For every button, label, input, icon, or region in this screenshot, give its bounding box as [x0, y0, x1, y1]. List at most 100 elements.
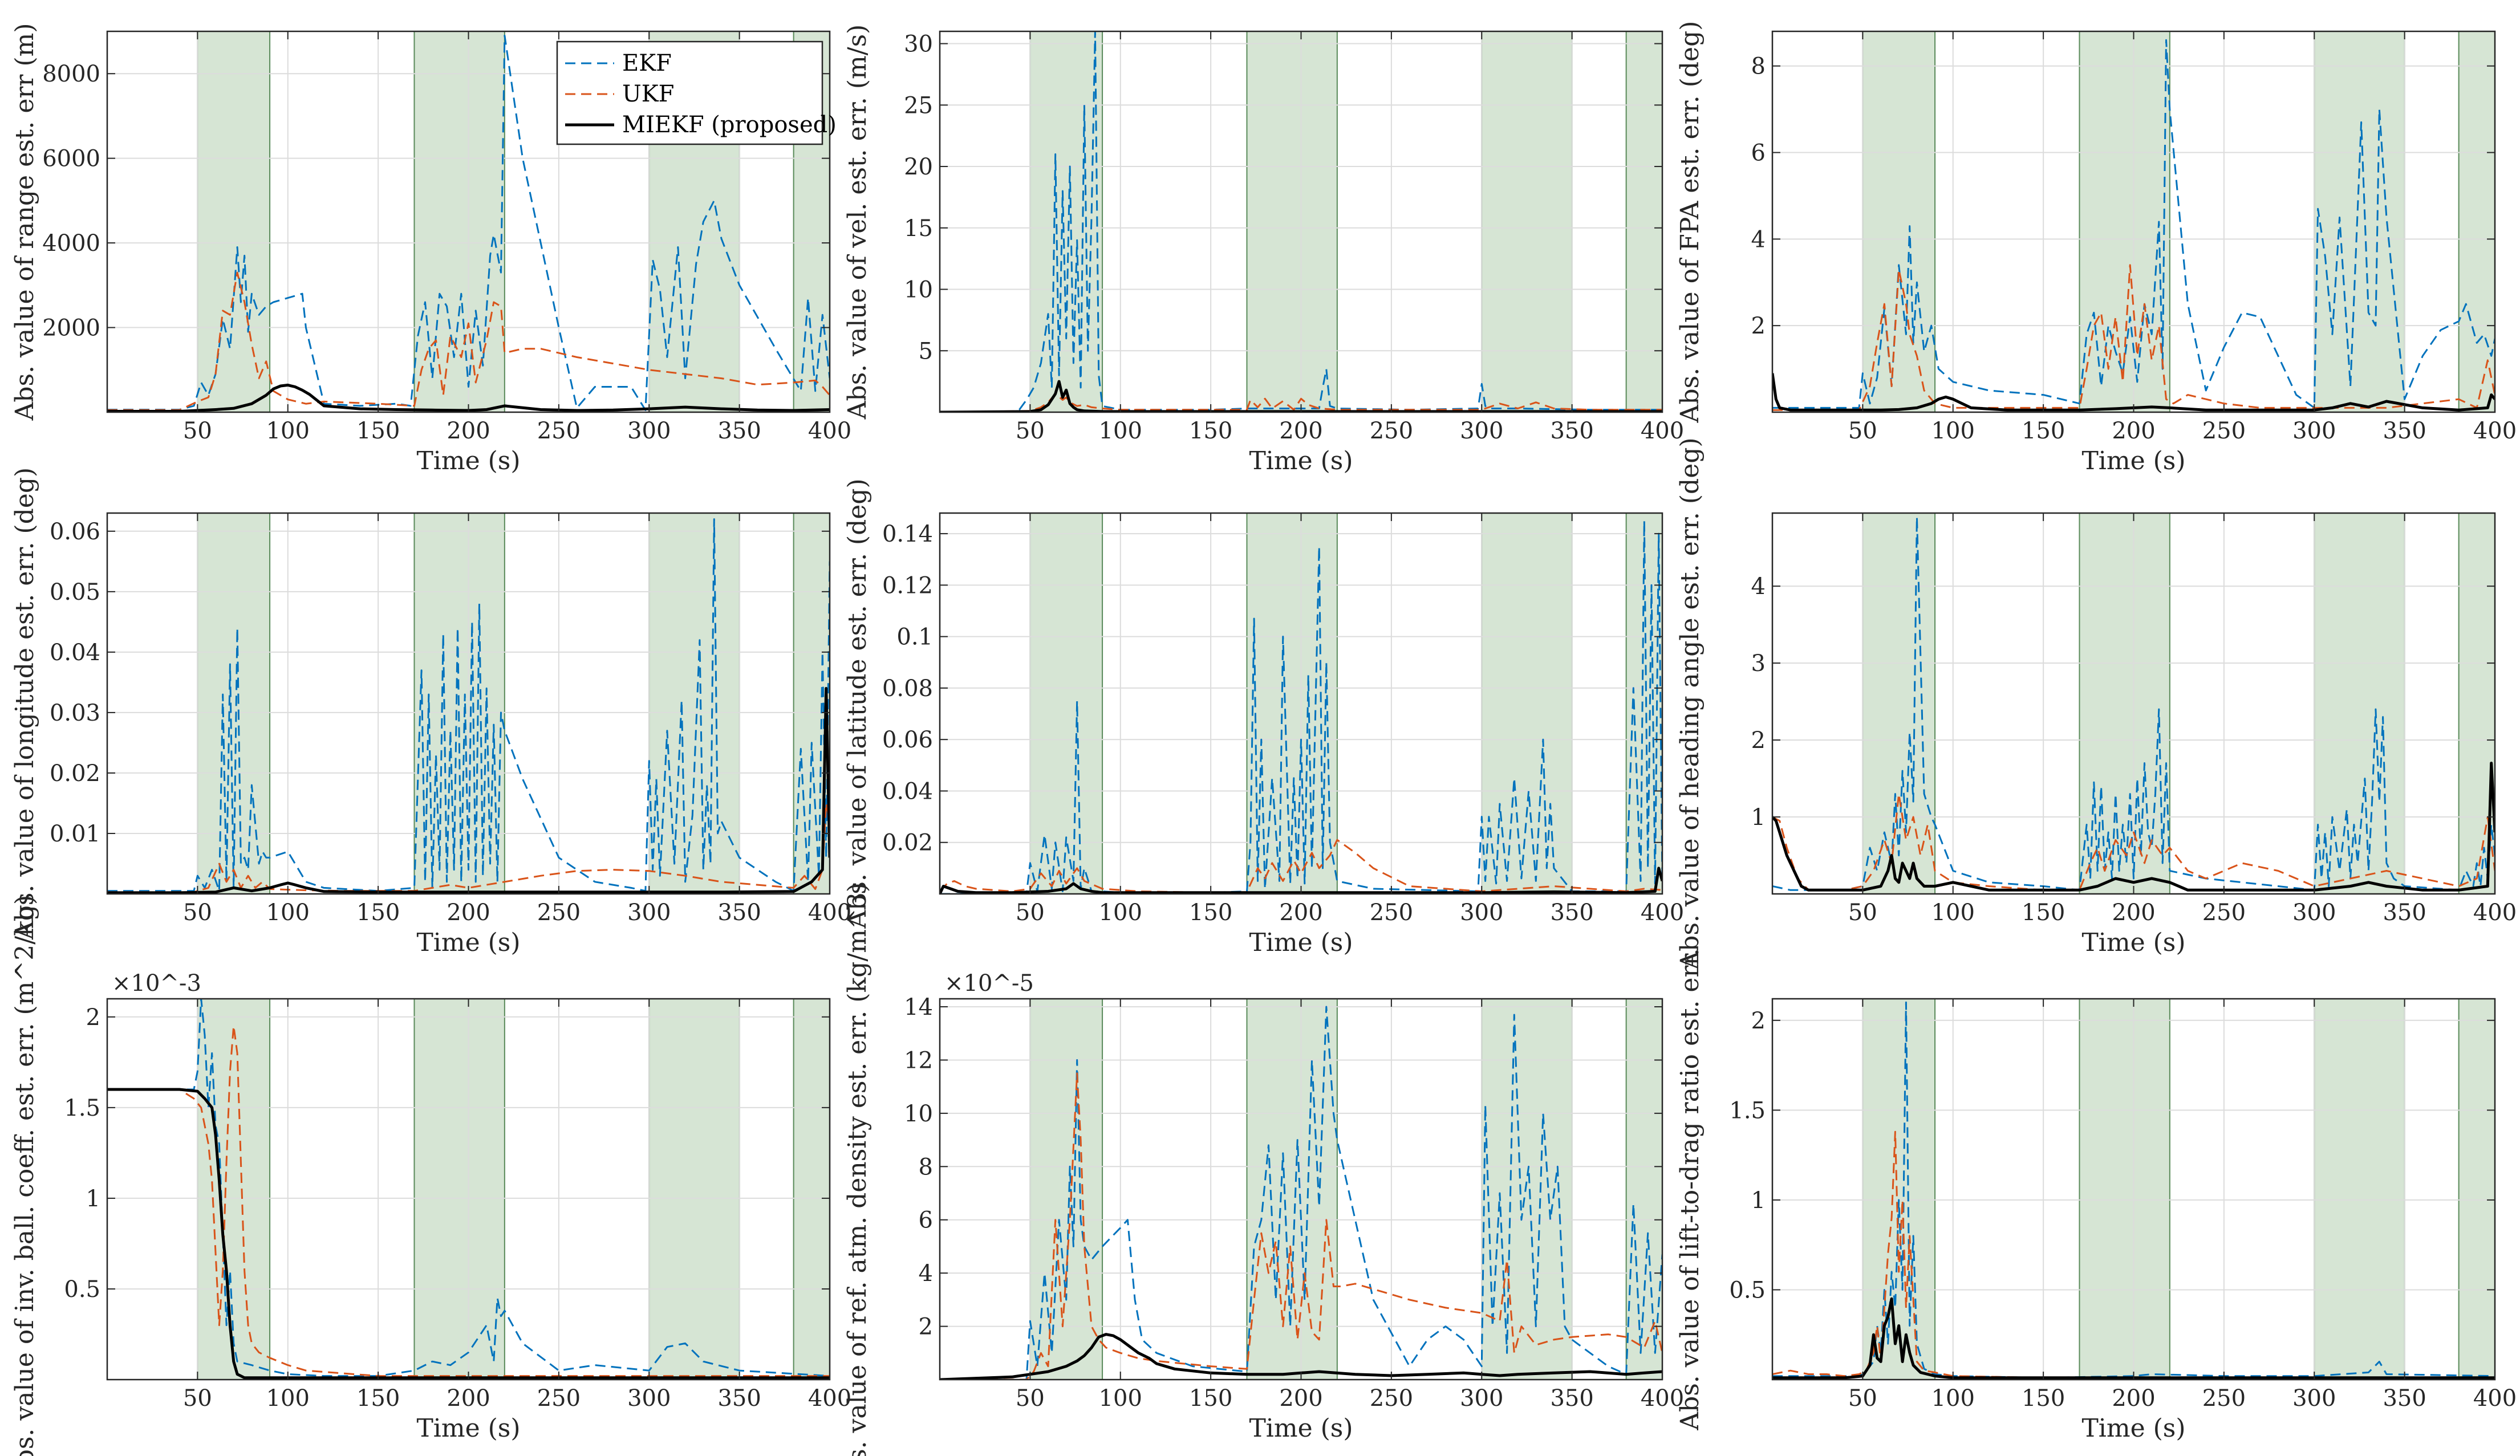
x-axis-label: Time (s): [2081, 928, 2185, 957]
series-line-miekf: [1772, 1297, 2495, 1380]
series-line-ukf: [107, 1025, 830, 1377]
y-tick-label: 0.14: [882, 521, 933, 547]
series-line-miekf: [940, 1333, 1662, 1380]
x-tick-label: 300: [1460, 900, 1503, 926]
x-tick-label: 300: [2292, 900, 2336, 926]
shaded-interval-2: [2079, 998, 2170, 1380]
x-tick-label: 150: [2022, 900, 2065, 926]
x-tick-label: 300: [2292, 1385, 2336, 1412]
x-tick-label: 100: [1931, 1385, 1975, 1412]
y-tick-label: 10: [904, 1101, 933, 1127]
x-tick-label: 250: [1370, 1385, 1413, 1412]
x-tick-label: 100: [1099, 418, 1142, 444]
shaded-interval-2: [413, 998, 505, 1380]
y-tick-label: 0.02: [882, 830, 933, 856]
shaded-interval-1: [1862, 31, 1936, 413]
x-tick-label: 150: [2022, 1385, 2065, 1412]
x-tick-label: 50: [1848, 418, 1877, 444]
x-axis-label: Time (s): [1249, 446, 1353, 475]
x-tick-label: 50: [1016, 1385, 1045, 1412]
x-tick-label: 50: [1848, 900, 1877, 926]
x-tick-label: 350: [717, 1385, 761, 1412]
axis-exponent: ×10^-5: [944, 970, 1034, 997]
shaded-interval-3: [2314, 31, 2405, 413]
y-tick-label: 6: [1751, 140, 1766, 166]
shaded-interval-4: [1625, 31, 1663, 413]
x-tick-label: 250: [1370, 418, 1413, 444]
x-tick-label: 300: [627, 418, 671, 444]
x-tick-label: 350: [1550, 900, 1593, 926]
x-tick-label: 250: [2202, 418, 2246, 444]
legend-label-miekf: MIEKF (proposed): [622, 112, 837, 138]
x-axis-label: Time (s): [1249, 928, 1353, 957]
series-group: [1772, 516, 2495, 892]
x-tick-label: 50: [1016, 418, 1045, 444]
x-tick-label: 200: [1279, 1385, 1322, 1412]
shaded-interval-3: [648, 998, 740, 1380]
x-tick-label: 300: [2292, 418, 2336, 444]
x-tick-label: 200: [447, 1385, 490, 1412]
x-tick-label: 100: [266, 1385, 310, 1412]
x-tick-label: 350: [1550, 418, 1593, 444]
series-line-ekf: [107, 999, 830, 1377]
y-tick-label: 25: [904, 92, 933, 119]
series-line-miekf: [940, 867, 1662, 894]
x-tick-label: 50: [183, 900, 212, 926]
shaded-interval-1: [197, 998, 271, 1380]
series-line-ekf: [107, 34, 830, 411]
x-axis-label: Time (s): [1249, 1414, 1353, 1443]
y-tick-label: 0.04: [50, 640, 100, 666]
x-tick-label: 250: [2202, 900, 2246, 926]
y-tick-label: 30: [904, 31, 933, 58]
x-tick-label: 200: [2112, 418, 2155, 444]
series-line-miekf: [107, 687, 830, 894]
series-line-ekf: [107, 518, 830, 892]
shaded-interval-2: [2079, 513, 2170, 894]
shaded-interval-4: [2458, 998, 2495, 1380]
panel-4: 50 100 150 200 250 300 350 400 0.01 0.02 0.03 0.04 0…: [10, 467, 851, 957]
x-tick-label: 100: [1099, 1385, 1142, 1412]
y-tick-label: 1: [1751, 1187, 1766, 1214]
x-tick-label: 200: [2112, 1385, 2155, 1412]
x-tick-label: 250: [537, 418, 581, 444]
x-tick-label: 400: [2473, 1385, 2517, 1412]
x-tick-label: 50: [1016, 900, 1045, 926]
x-tick-label: 400: [1641, 418, 1684, 444]
series-group: [940, 1006, 1662, 1380]
y-axis-label: Abs. value of lift-to-drag ratio est. er…: [1675, 948, 1705, 1430]
y-tick-label: 0.12: [882, 572, 933, 599]
y-axis-label: Abs. value of FPA est. err. (deg): [1675, 21, 1705, 424]
x-tick-label: 150: [1189, 900, 1232, 926]
x-tick-label: 350: [717, 418, 761, 444]
series-line-ukf: [1772, 264, 2495, 411]
series-line-ekf: [940, 520, 1662, 894]
x-tick-label: 100: [266, 900, 310, 926]
shaded-interval-3: [1481, 513, 1573, 894]
x-tick-label: 250: [537, 900, 581, 926]
shaded-interval-1: [1029, 31, 1103, 413]
y-tick-label: 0.08: [882, 676, 933, 702]
shaded-interval-3: [1481, 31, 1573, 413]
shaded-interval-3: [2314, 998, 2405, 1380]
panel-2: 50 100 150 200 250 300 350 400 5 10 15 20 25 30 Time (…: [843, 25, 1684, 475]
shaded-interval-1: [1862, 998, 1936, 1380]
panel-7: 50 100 150 200 250 300 350 400 0.5 1 1.5 2 ×10^-3 Tim…: [10, 895, 851, 1456]
y-tick-label: 5: [919, 338, 933, 364]
panel-3: 50 100 150 200 250 300 350 400 2 4 6 8 Time (s) Abs. …: [1675, 21, 2517, 475]
y-tick-label: 4000: [42, 230, 100, 257]
series-line-ekf: [1772, 516, 2495, 891]
y-tick-label: 1: [1751, 804, 1766, 831]
panel-5: 50 100 150 200 250 300 350 400 0.02 0.04 0.06 0.08 0…: [843, 478, 1684, 957]
x-tick-label: 100: [266, 418, 310, 444]
series-line-ukf: [107, 802, 830, 893]
y-tick-label: 0.03: [50, 700, 100, 726]
x-tick-label: 250: [1370, 900, 1413, 926]
x-axis-label: Time (s): [416, 928, 520, 957]
series-line-miekf: [1772, 373, 2495, 412]
x-tick-label: 200: [2112, 900, 2155, 926]
y-tick-label: 2: [86, 1004, 100, 1031]
x-tick-label: 50: [183, 418, 212, 444]
y-tick-label: 20: [904, 154, 933, 180]
y-tick-label: 4: [1751, 574, 1766, 600]
